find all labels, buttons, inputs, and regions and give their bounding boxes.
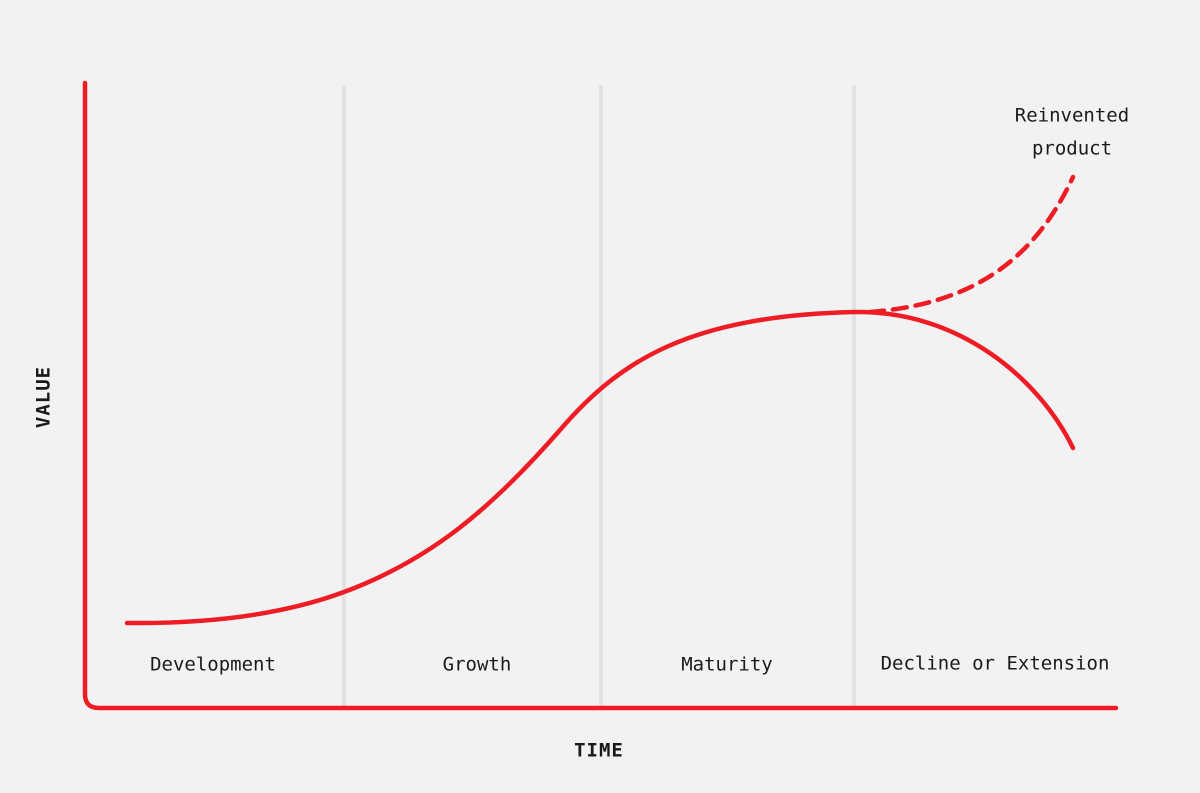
axes bbox=[82, 80, 1119, 711]
stage-label: Growth bbox=[443, 654, 512, 676]
annotation-line: product bbox=[1032, 138, 1112, 160]
reinvention-curve bbox=[867, 174, 1076, 315]
stage-dividers bbox=[342, 85, 856, 706]
stage-label: Decline or Extension bbox=[881, 653, 1110, 675]
y-axis-title: VALUE bbox=[33, 366, 55, 428]
stage-label: Maturity bbox=[681, 654, 773, 676]
x-axis-title: TIME bbox=[574, 740, 624, 762]
annotation-line: Reinvented bbox=[1015, 105, 1129, 127]
life-cycle-curve bbox=[124, 309, 1076, 626]
stage-label: Development bbox=[150, 654, 276, 676]
